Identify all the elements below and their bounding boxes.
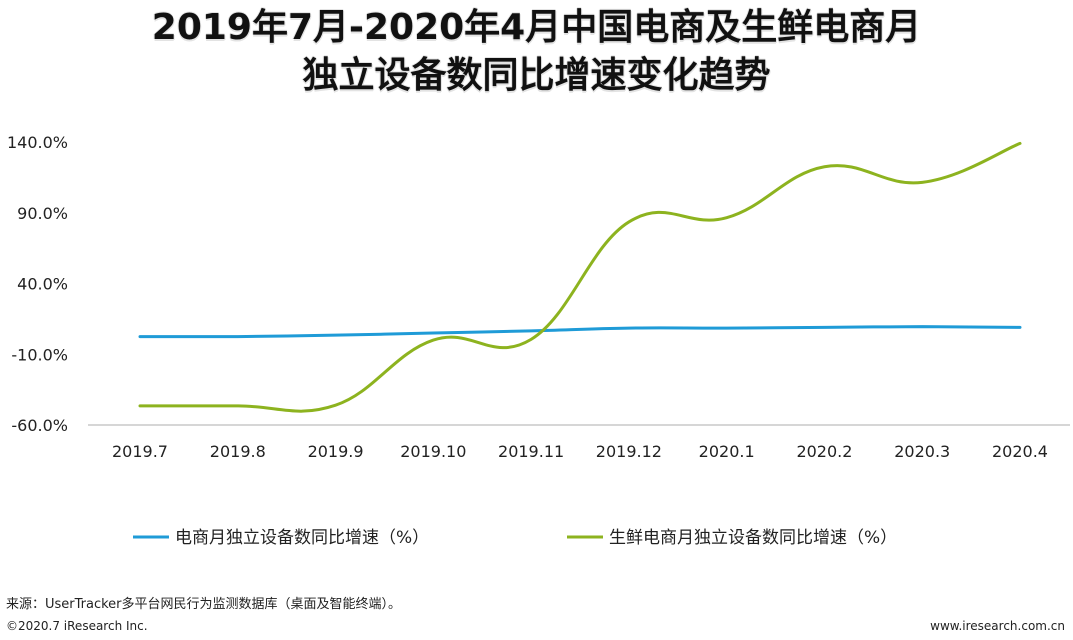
chart-title: 2019年7月-2020年4月中国电商及生鲜电商月 独立设备数同比增速变化趋势 bbox=[0, 4, 1073, 100]
x-tick-label: 2019.9 bbox=[308, 442, 364, 461]
series-layer bbox=[138, 141, 1022, 413]
series-line-1 bbox=[138, 325, 1022, 339]
chart-title-line-2: 独立设备数同比增速变化趋势 bbox=[302, 55, 771, 96]
x-tick-label: 2019.7 bbox=[112, 442, 168, 461]
x-tick-label: 2020.3 bbox=[894, 442, 950, 461]
copyright-text: ©2020.7 iResearch Inc. bbox=[6, 619, 148, 633]
x-tick-label: 2019.10 bbox=[400, 442, 466, 461]
y-axis: 140.0% 90.0% 40.0% -10.0% -60.0% bbox=[7, 133, 68, 435]
y-tick-label: -10.0% bbox=[11, 345, 68, 364]
x-tick-label: 2020.4 bbox=[992, 442, 1048, 461]
y-tick-label: 40.0% bbox=[17, 275, 68, 294]
x-tick-label: 2020.1 bbox=[699, 442, 755, 461]
y-tick-label: 140.0% bbox=[7, 133, 68, 152]
legend-label-1: 电商月独立设备数同比增速（%） bbox=[175, 528, 429, 548]
website-link[interactable]: www.iresearch.com.cn bbox=[930, 619, 1065, 633]
y-tick-label: -60.0% bbox=[11, 416, 68, 435]
y-tick-label: 90.0% bbox=[17, 204, 68, 223]
x-axis: 2019.7 2019.8 2019.9 2019.10 2019.11 2019.12 2… bbox=[88, 424, 1070, 461]
legend-label-2: 生鲜电商月独立设备数同比增速（%） bbox=[609, 528, 897, 548]
legend: 电商月独立设备数同比增速（%） 生鲜电商月独立设备数同比增速（%） bbox=[133, 528, 897, 548]
series-line-2 bbox=[138, 141, 1022, 413]
x-tick-label: 2019.8 bbox=[210, 442, 266, 461]
x-tick-label: 2019.11 bbox=[498, 442, 564, 461]
source-note: 来源：UserTracker多平台网民行为监测数据库（桌面及智能终端）。 bbox=[6, 597, 402, 612]
x-tick-label: 2020.2 bbox=[796, 442, 852, 461]
x-tick-label: 2019.12 bbox=[596, 442, 662, 461]
chart-title-line-1: 2019年7月-2020年4月中国电商及生鲜电商月 bbox=[151, 7, 922, 48]
